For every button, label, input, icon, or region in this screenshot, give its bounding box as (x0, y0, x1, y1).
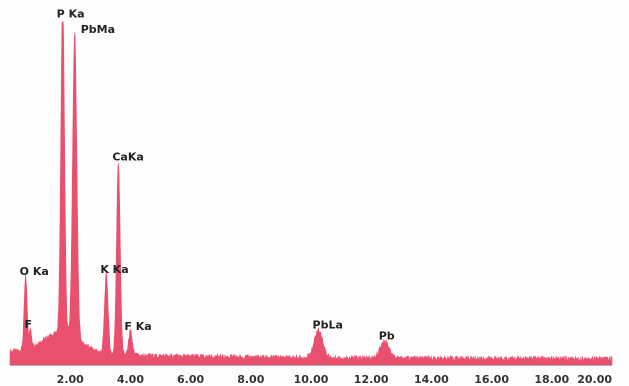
spectrum-layer (9, 21, 613, 366)
peak-label: F (24, 318, 32, 331)
x-tick-label: 20.00 (577, 373, 612, 386)
peak-label: P Ka (57, 8, 85, 21)
x-tick-label: 12.00 (354, 373, 389, 386)
x-tick-label: 16.00 (474, 373, 509, 386)
peak-labels: F O Ka P Ka PbMa K Ka CaKa F Ka PbLa Pb (20, 8, 395, 343)
spectrum-area (9, 21, 613, 366)
x-axis: 2.00 4.00 6.00 8.00 10.00 12.00 14.00 16.00 18.0… (10, 365, 612, 386)
peak-label: F Ka (124, 320, 151, 333)
peak-label: PbMa (81, 23, 115, 36)
x-tick-label: 2.00 (57, 373, 84, 386)
peak-label: Pb (379, 329, 395, 342)
x-tick-label: 18.00 (534, 373, 569, 386)
peak-label: CaKa (112, 150, 143, 163)
peak-label: O Ka (20, 265, 49, 278)
x-tick-label: 10.00 (294, 373, 329, 386)
peak-label: PbLa (313, 319, 343, 332)
x-tick-label: 6.00 (177, 373, 204, 386)
x-tick-label: 4.00 (117, 373, 144, 386)
x-tick-label: 14.00 (414, 373, 449, 386)
x-tick-label: 8.00 (237, 373, 264, 386)
peak-label: K Ka (100, 263, 128, 276)
